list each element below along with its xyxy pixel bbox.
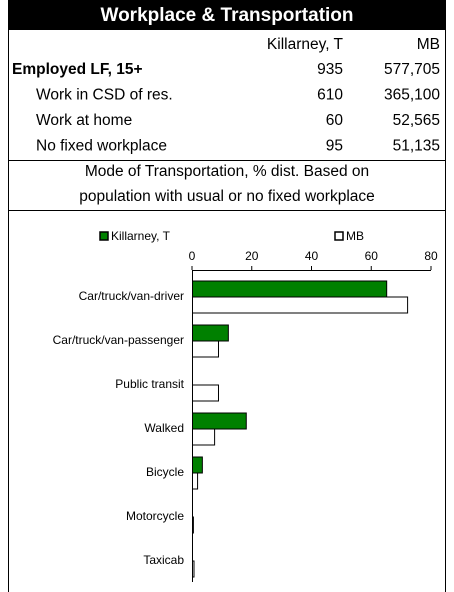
legend-swatch [334, 231, 344, 241]
legend-label: Killarney, T [111, 229, 171, 243]
y-tick-label: Car/truck/van-driver [79, 289, 184, 303]
legend-label: MB [346, 229, 364, 243]
row-label: Employed LF, 15+ [12, 61, 143, 78]
y-tick-label: Car/truck/van-passenger [53, 333, 184, 347]
x-tick-label: 20 [245, 249, 259, 263]
bar [192, 384, 219, 402]
x-tick-label: 60 [365, 249, 379, 263]
y-tick-label: Motorcycle [126, 509, 184, 523]
y-tick-label: Bicycle [146, 465, 184, 479]
caption: Mode of Transportation, % dist. Based on [85, 163, 369, 180]
cell: 365,100 [384, 87, 440, 104]
x-tick-label: 0 [189, 249, 196, 263]
bar [192, 280, 388, 298]
bar [192, 340, 219, 358]
y-tick-label: Public transit [115, 377, 184, 391]
y-tick-label: Taxicab [143, 553, 184, 567]
bar [192, 456, 203, 474]
cell: 577,705 [384, 61, 440, 78]
row-label: Work at home [36, 112, 132, 129]
row-label: Work in CSD of res. [36, 87, 173, 104]
x-tick-label: 80 [424, 249, 438, 263]
cell: 52,565 [393, 112, 440, 129]
title: Workplace & Transportation [100, 5, 353, 26]
bar [192, 296, 409, 314]
bar [192, 412, 247, 430]
legend-swatch [99, 231, 109, 241]
cell: 935 [317, 61, 343, 78]
column-header: MB [417, 36, 440, 53]
cell: 610 [317, 87, 343, 104]
y-tick-label: Walked [144, 421, 184, 435]
title-bar [8, 0, 446, 30]
column-header: Killarney, T [267, 36, 344, 53]
cell: 51,135 [393, 138, 440, 155]
cell: 95 [326, 138, 343, 155]
bar [192, 560, 195, 578]
row-label: No fixed workplace [36, 138, 167, 155]
bar [192, 472, 199, 490]
bar [192, 324, 229, 342]
bar [192, 428, 216, 446]
caption: population with usual or no fixed workpl… [79, 188, 375, 205]
bar [192, 516, 194, 534]
cell: 60 [326, 112, 344, 129]
x-tick-label: 40 [305, 249, 319, 263]
